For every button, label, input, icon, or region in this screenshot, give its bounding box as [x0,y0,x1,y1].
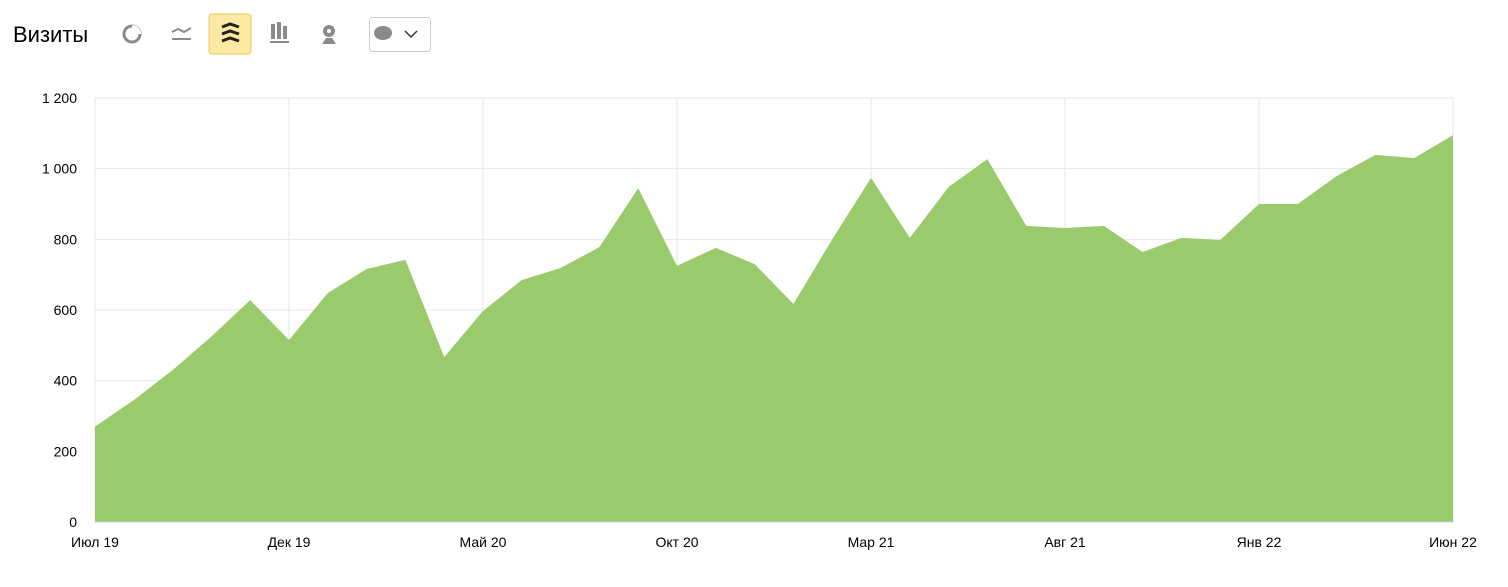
chevron [404,30,418,39]
y-tick-label: 1 000 [42,161,77,177]
x-tick-label: Авг 21 [1044,534,1086,550]
y-tick-label: 600 [54,302,78,318]
bars-button[interactable] [270,22,289,43]
y-tick-label: 0 [69,514,77,530]
y-tick-label: 200 [54,443,78,459]
area [95,135,1453,522]
x-tick-label: Май 20 [460,534,507,550]
line-button[interactable] [171,27,192,40]
comment-icon [374,26,392,40]
x-tick-label: Мар 21 [848,534,895,550]
pie-button[interactable] [122,24,142,44]
x-tick-label: Июн 22 [1429,534,1477,550]
y-tick-label: 800 [54,231,78,247]
x-tick-label: Июл 19 [71,534,119,550]
x-tick-label: Дек 19 [268,534,311,550]
map-button[interactable] [322,25,336,44]
y-tick-label: 400 [54,373,78,389]
area-icon [221,22,240,43]
toolbar [122,13,431,55]
y-tick-label: 1 200 [42,90,77,106]
x-tick-label: Янв 22 [1237,534,1282,550]
plot: 0 200 400 600 800 1 000 1 200 Июл 19 Дек 19 Май 2… [42,90,1477,550]
area-button-selected[interactable] [208,13,252,55]
chart-title: Визиты [13,22,88,47]
annotations-dropdown[interactable] [369,17,431,52]
x-tick-label: Окт 20 [655,534,698,550]
